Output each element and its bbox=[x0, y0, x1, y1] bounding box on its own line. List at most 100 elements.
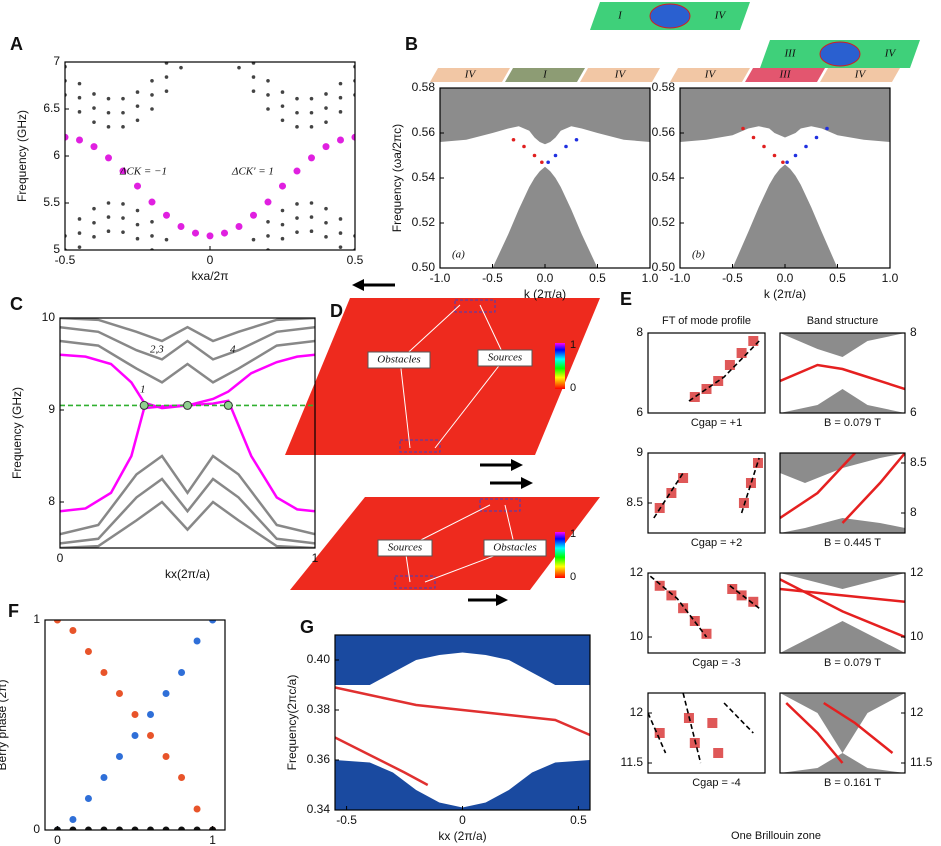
frame bbox=[779, 452, 906, 534]
strip bbox=[505, 68, 585, 82]
y-tick-label: 0.52 bbox=[412, 215, 436, 229]
point bbox=[295, 110, 299, 115]
series-line bbox=[841, 453, 905, 524]
point bbox=[785, 160, 789, 165]
point bbox=[280, 208, 285, 213]
band-area bbox=[780, 389, 905, 413]
y-tick-label: 0.56 bbox=[412, 125, 436, 139]
point bbox=[309, 215, 314, 219]
pointer bbox=[479, 304, 506, 359]
plot-area bbox=[649, 575, 760, 639]
point bbox=[100, 669, 108, 676]
pointer bbox=[399, 304, 461, 361]
caption: B = 0.445 T bbox=[824, 537, 881, 549]
inset-label: III bbox=[784, 48, 797, 60]
point bbox=[209, 620, 217, 624]
panel-label: D bbox=[330, 301, 343, 321]
point bbox=[77, 231, 82, 235]
x-axis-label: k (2π/a) bbox=[524, 287, 566, 301]
x-tick-label: -0.5 bbox=[482, 271, 503, 285]
point bbox=[135, 208, 140, 213]
series-line bbox=[780, 453, 856, 520]
caption: Cgap = +2 bbox=[691, 537, 742, 549]
y-tick-label: 0.54 bbox=[412, 170, 436, 184]
y-tick-label: 0.58 bbox=[652, 80, 676, 94]
point bbox=[250, 211, 257, 219]
plot-area bbox=[440, 88, 650, 268]
y-tick-label: 0.50 bbox=[412, 260, 436, 274]
point bbox=[337, 136, 344, 144]
point bbox=[251, 89, 256, 93]
point bbox=[115, 826, 123, 830]
frame bbox=[647, 452, 766, 534]
heat-cell bbox=[678, 473, 689, 483]
point bbox=[280, 104, 285, 108]
band-area bbox=[780, 573, 905, 589]
heat-cell bbox=[666, 488, 677, 498]
point bbox=[564, 144, 568, 149]
point bbox=[84, 648, 92, 655]
colorbar bbox=[555, 343, 565, 389]
crossing-point bbox=[139, 400, 149, 410]
y-tick-label: 8 bbox=[910, 325, 917, 339]
plot-area bbox=[648, 693, 754, 764]
inset-label: I bbox=[617, 10, 623, 22]
crossing-point bbox=[223, 400, 233, 410]
point bbox=[77, 245, 82, 249]
heat-cell bbox=[748, 336, 759, 346]
point bbox=[309, 110, 314, 115]
point bbox=[193, 637, 201, 645]
point bbox=[92, 235, 96, 239]
point bbox=[338, 81, 343, 86]
y-tick-label: 0.40 bbox=[307, 652, 331, 666]
pointer bbox=[399, 359, 411, 449]
point bbox=[251, 75, 256, 79]
x-tick-label: -1.0 bbox=[430, 271, 451, 285]
strip bbox=[820, 68, 900, 82]
band-area bbox=[440, 166, 650, 268]
obstacle-label: Obstacles bbox=[377, 354, 420, 366]
point bbox=[84, 795, 92, 802]
point bbox=[162, 753, 170, 760]
y-axis-label: Frequency(2πc/a) bbox=[285, 675, 299, 771]
frame bbox=[779, 572, 906, 654]
point bbox=[295, 96, 299, 101]
heat-cell bbox=[666, 590, 677, 601]
x-tick-label: 0 bbox=[54, 833, 61, 846]
point bbox=[121, 96, 125, 101]
strip-label: IV bbox=[704, 69, 717, 81]
y-tick-label: 11.5 bbox=[910, 755, 933, 769]
band-area bbox=[335, 760, 590, 810]
heat-cell bbox=[701, 384, 712, 394]
y-tick-label: 0.50 bbox=[652, 260, 676, 274]
caption: B = 0.079 T bbox=[824, 417, 881, 429]
point bbox=[84, 826, 92, 830]
point bbox=[121, 110, 125, 115]
point bbox=[193, 826, 201, 830]
x-tick-label: 0.5 bbox=[570, 813, 587, 827]
x-axis-label: k (2π/a) bbox=[764, 287, 806, 301]
series-line bbox=[688, 340, 760, 402]
point bbox=[76, 136, 83, 144]
y-tick-label: 8 bbox=[910, 505, 917, 519]
point bbox=[147, 826, 155, 830]
y-tick-label: 10 bbox=[910, 629, 924, 643]
strip bbox=[580, 68, 660, 82]
pointer bbox=[434, 357, 506, 449]
point bbox=[814, 135, 819, 140]
point bbox=[309, 201, 314, 205]
band-area bbox=[780, 333, 905, 357]
arrow-head bbox=[496, 594, 508, 606]
heat-cell bbox=[745, 478, 756, 488]
band-area bbox=[780, 621, 905, 653]
label-box bbox=[477, 349, 533, 367]
crossing-point bbox=[183, 400, 192, 410]
band-area bbox=[780, 518, 905, 533]
heat-cell bbox=[689, 738, 700, 748]
arrow-head bbox=[521, 477, 533, 489]
point bbox=[324, 206, 328, 211]
plot-area bbox=[653, 457, 763, 519]
y-tick-label: 8 bbox=[636, 325, 643, 339]
x-tick-label: 1.0 bbox=[642, 271, 659, 285]
y-tick-label: 0.36 bbox=[307, 752, 331, 766]
